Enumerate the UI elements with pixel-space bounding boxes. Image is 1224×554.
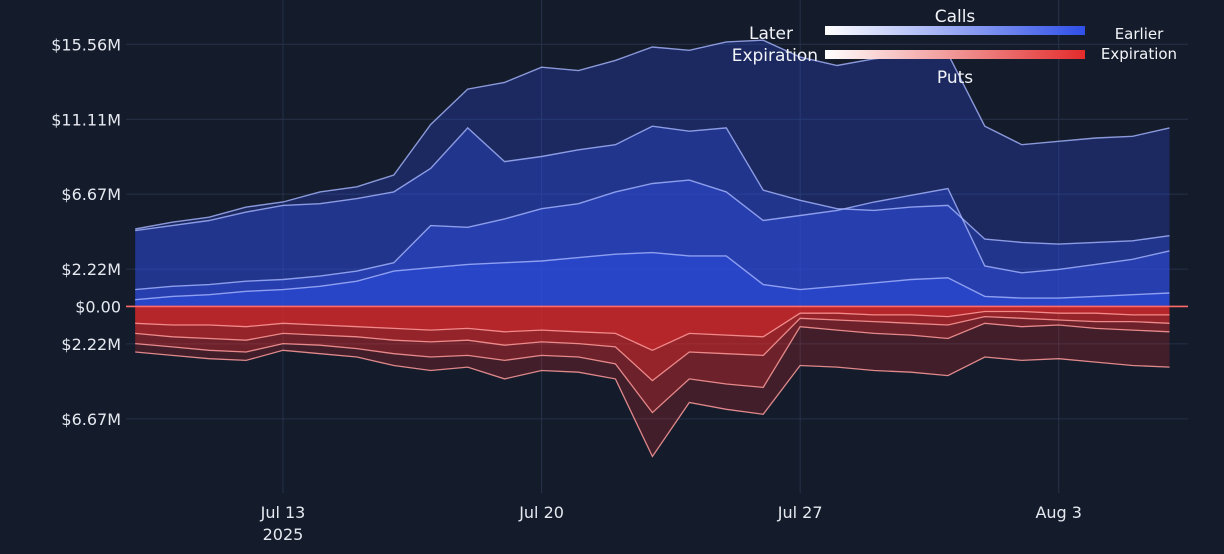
x-axis-ticks: Jul 13 2025 Jul 20 Jul 27 Aug 3 — [260, 503, 1082, 544]
x-tick-sublabel: 2025 — [263, 525, 304, 544]
legend-earlier-expiration-label: Expiration — [1101, 45, 1177, 63]
calls-line-4 — [135, 251, 1170, 301]
y-tick-label: $15.56M — [51, 35, 121, 54]
puts-area-2 — [135, 306, 1170, 413]
legend-calls-title: Calls — [935, 7, 976, 27]
legend-puts-colorbar — [825, 50, 1085, 59]
legend-puts-title: Puts — [937, 68, 973, 88]
puts-area-1 — [135, 306, 1170, 457]
puts-line-2 — [135, 322, 1170, 414]
calls-area-2 — [135, 126, 1170, 307]
calls-area-group — [135, 39, 1170, 307]
puts-area-3 — [135, 306, 1170, 381]
calls-area-4 — [135, 252, 1170, 307]
y-tick-label: $2.22M — [61, 335, 121, 354]
legend: Calls Later Expiration Earlier Expiratio… — [732, 7, 1177, 88]
legend-later-label: Later — [749, 24, 793, 44]
y-tick-label: $2.22M — [61, 260, 121, 279]
legend-earlier-label: Earlier — [1115, 25, 1164, 43]
calls-line-3 — [135, 179, 1170, 291]
x-tick-label: Jul 20 — [518, 503, 564, 522]
y-tick-label: $6.67M — [61, 185, 121, 204]
calls-line-1 — [135, 39, 1170, 230]
y-tick-label: $6.67M — [61, 410, 121, 429]
y-axis-ticks: $15.56M $11.11M $6.67M $2.22M $0.00 $2.22M $6.… — [51, 35, 121, 429]
grid — [126, 0, 1188, 493]
puts-area-group — [135, 306, 1170, 458]
puts-area-4 — [135, 306, 1170, 351]
y-tick-label: $0.00 — [75, 297, 121, 316]
legend-later-expiration-label: Expiration — [732, 46, 818, 66]
legend-calls-colorbar — [825, 26, 1085, 35]
puts-line-4 — [135, 310, 1170, 352]
puts-line-1 — [135, 349, 1170, 458]
puts-line-3 — [135, 315, 1170, 382]
calls-area-1 — [135, 40, 1170, 307]
y-tick-label: $11.11M — [51, 110, 121, 129]
x-tick-label: Jul 13 — [260, 503, 306, 522]
x-tick-label: Aug 3 — [1035, 503, 1082, 522]
calls-line-2 — [135, 125, 1170, 245]
x-tick-label: Jul 27 — [777, 503, 823, 522]
calls-area-3 — [135, 180, 1170, 307]
